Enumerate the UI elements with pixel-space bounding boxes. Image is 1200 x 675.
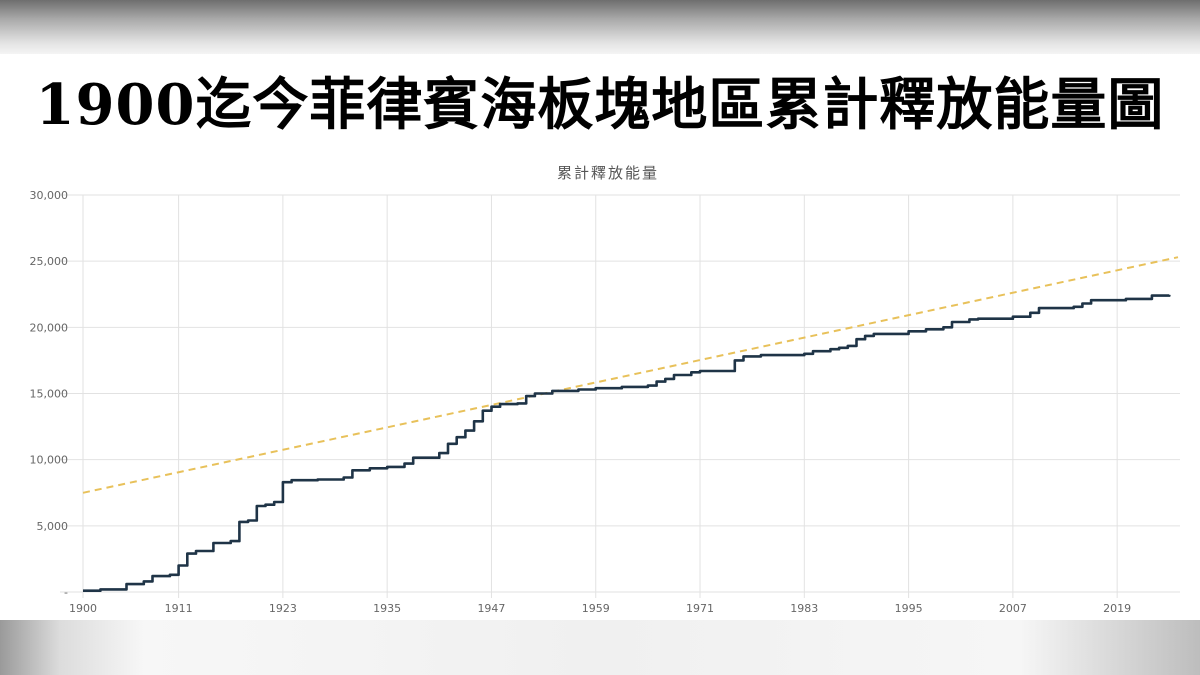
cumulative-energy-line	[83, 294, 1171, 593]
banner-title: 1900迄今菲律賓海板塊地區累計釋放能量圖	[35, 72, 1165, 138]
y-tick-label: 15,000	[30, 388, 69, 401]
y-tick-label: 5,000	[37, 520, 69, 533]
chart-title: 累計釋放能量	[557, 164, 659, 182]
y-tick-label: 10,000	[30, 454, 69, 467]
y-tick-label: 30,000	[30, 189, 69, 202]
y-tick-label: 25,000	[30, 255, 69, 268]
x-tick-label: 1995	[895, 602, 923, 615]
trend-line	[82, 256, 1179, 494]
line-chart: 累計釋放能量 - 5,000 10,000 15,000 20,000 25,000 30,…	[30, 164, 1180, 615]
chart-panel: 累計釋放能量 - 5,000 10,000 15,000 20,000 25,000 30,…	[0, 158, 1200, 620]
title-banner	[0, 54, 1200, 158]
y-tick-label: -	[64, 586, 68, 599]
x-tick-label: 2019	[1103, 602, 1131, 615]
y-tick-label: 20,000	[30, 321, 69, 334]
y-axis-ticks: - 5,000 10,000 15,000 20,000 25,000 30,000	[30, 189, 69, 599]
x-tick-label: 1911	[165, 602, 193, 615]
photo-top-frame	[0, 0, 1200, 54]
x-axis-ticks: 1900 1911 1923 1935 1947 1959 1971 1983 1995 2007…	[69, 602, 1131, 615]
x-tick-label: 1935	[373, 602, 401, 615]
x-tick-label: 1900	[69, 602, 97, 615]
x-tick-label: 1971	[686, 602, 714, 615]
x-tick-label: 1923	[269, 602, 297, 615]
x-tick-label: 1947	[477, 602, 505, 615]
x-tick-label: 1959	[582, 602, 610, 615]
x-tick-label: 2007	[999, 602, 1027, 615]
photo-bottom-frame	[0, 620, 1200, 675]
series-lines	[82, 256, 1179, 593]
x-tick-label: 1983	[790, 602, 818, 615]
grid-lines	[60, 194, 1180, 598]
